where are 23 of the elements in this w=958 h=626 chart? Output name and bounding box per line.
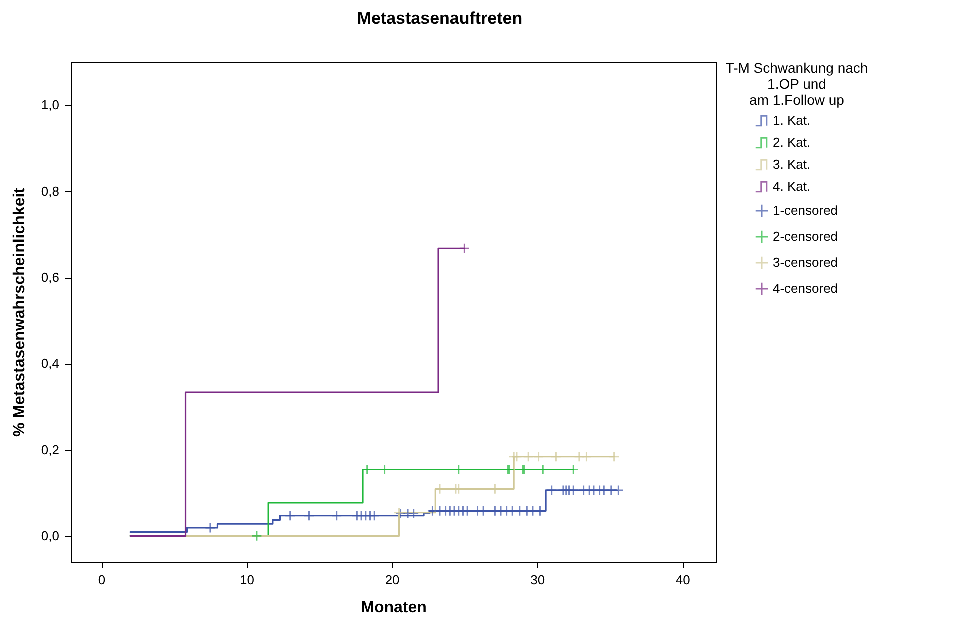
- x-tick-label: 10: [240, 572, 255, 588]
- x-tick-label: 20: [385, 572, 400, 588]
- x-tick-label: 30: [530, 572, 546, 588]
- legend-label: 4-censored: [773, 281, 838, 296]
- y-axis-title: % Metastasenwahrscheinlichkeit: [11, 187, 28, 437]
- legend-label: 1. Kat.: [773, 113, 811, 128]
- x-axis-title: Monaten: [361, 600, 427, 616]
- legend-label: 1-censored: [773, 203, 838, 218]
- y-tick-label: 0,8: [41, 184, 60, 199]
- chart-title: Metastasenauftreten: [357, 9, 523, 28]
- x-tick-label: 0: [98, 572, 106, 588]
- y-tick-label: 0,2: [41, 442, 60, 458]
- y-tick-label: 0,0: [41, 528, 60, 544]
- legend-label: 2. Kat.: [773, 135, 811, 150]
- legend-label: 3-censored: [773, 255, 838, 270]
- legend-title: T-M Schwankung nach 1.OP und am 1.Follow up: [726, 60, 868, 108]
- legend-label: 3. Kat.: [773, 157, 811, 172]
- y-tick-label: 0,6: [41, 270, 60, 286]
- y-tick-label: 0,4: [41, 356, 60, 372]
- legend-label: 4. Kat.: [773, 179, 811, 194]
- legend-label: 2-censored: [773, 229, 838, 244]
- y-tick-label: 1,0: [41, 98, 60, 113]
- x-tick-label: 40: [676, 572, 690, 588]
